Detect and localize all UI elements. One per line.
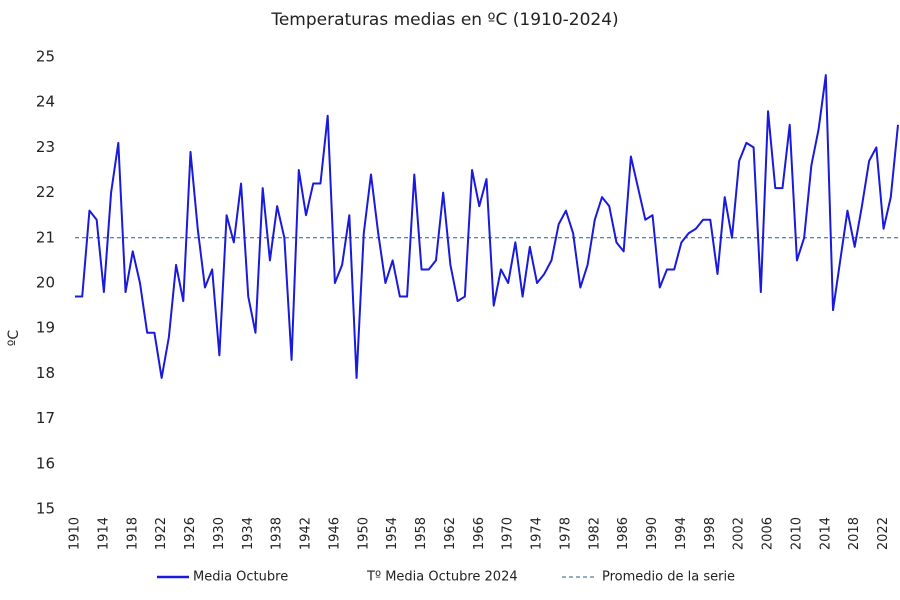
y-tick-label: 17 xyxy=(36,409,55,427)
x-tick-label: 1998 xyxy=(703,517,718,550)
x-tick-label: 1934 xyxy=(241,517,256,550)
x-tick-label: 2006 xyxy=(761,517,776,550)
x-tick-label: 1986 xyxy=(616,517,631,550)
y-tick-label: 16 xyxy=(36,454,55,472)
y-tick-label: 20 xyxy=(36,274,55,292)
y-tick-label: 24 xyxy=(36,93,55,111)
data-line xyxy=(75,74,899,379)
x-tick-label: 1966 xyxy=(472,517,487,550)
x-tick-label: 1946 xyxy=(327,517,342,550)
y-tick-label: 19 xyxy=(36,319,55,337)
x-tick-label: 1970 xyxy=(501,517,516,550)
y-tick-label: 18 xyxy=(36,364,55,382)
x-tick-label: 1930 xyxy=(212,517,227,550)
x-tick-label: 1938 xyxy=(270,517,285,550)
legend-label: Media Octubre xyxy=(193,570,288,585)
y-tick-label: 15 xyxy=(36,500,55,518)
x-tick-label: 2002 xyxy=(732,517,747,550)
x-tick-label: 2010 xyxy=(789,517,804,550)
x-tick-label: 1962 xyxy=(443,517,458,550)
x-tick-label: 1910 xyxy=(68,517,83,550)
legend-label: Promedio de la serie xyxy=(602,570,735,585)
legend-label: Tº Media Octubre 2024 xyxy=(366,570,518,585)
chart-title: Temperaturas medias en ºC (1910-2024) xyxy=(270,10,618,30)
y-tick-label: 21 xyxy=(36,228,55,246)
x-tick-label: 1926 xyxy=(183,517,198,550)
x-tick-label: 1950 xyxy=(356,517,371,550)
x-tick-label: 2014 xyxy=(818,517,833,550)
y-tick-label: 25 xyxy=(36,48,55,66)
x-tick-label: 2018 xyxy=(847,517,862,550)
x-tick-label: 1914 xyxy=(96,517,111,550)
x-tick-label: 2022 xyxy=(876,517,891,550)
x-tick-label: 1994 xyxy=(674,517,689,550)
x-tick-label: 1954 xyxy=(385,517,400,550)
y-tick-label: 23 xyxy=(36,138,55,156)
x-tick-label: 1942 xyxy=(299,517,314,550)
x-tick-label: 1918 xyxy=(125,517,140,550)
x-tick-label: 1990 xyxy=(645,517,660,550)
y-axis-label: ºC xyxy=(6,330,22,347)
x-tick-label: 1974 xyxy=(530,517,545,550)
x-tick-label: 1978 xyxy=(558,517,573,550)
x-tick-label: 1982 xyxy=(587,517,602,550)
x-tick-label: 1922 xyxy=(154,517,169,550)
x-tick-label: 1958 xyxy=(414,517,429,550)
y-tick-label: 22 xyxy=(36,183,55,201)
